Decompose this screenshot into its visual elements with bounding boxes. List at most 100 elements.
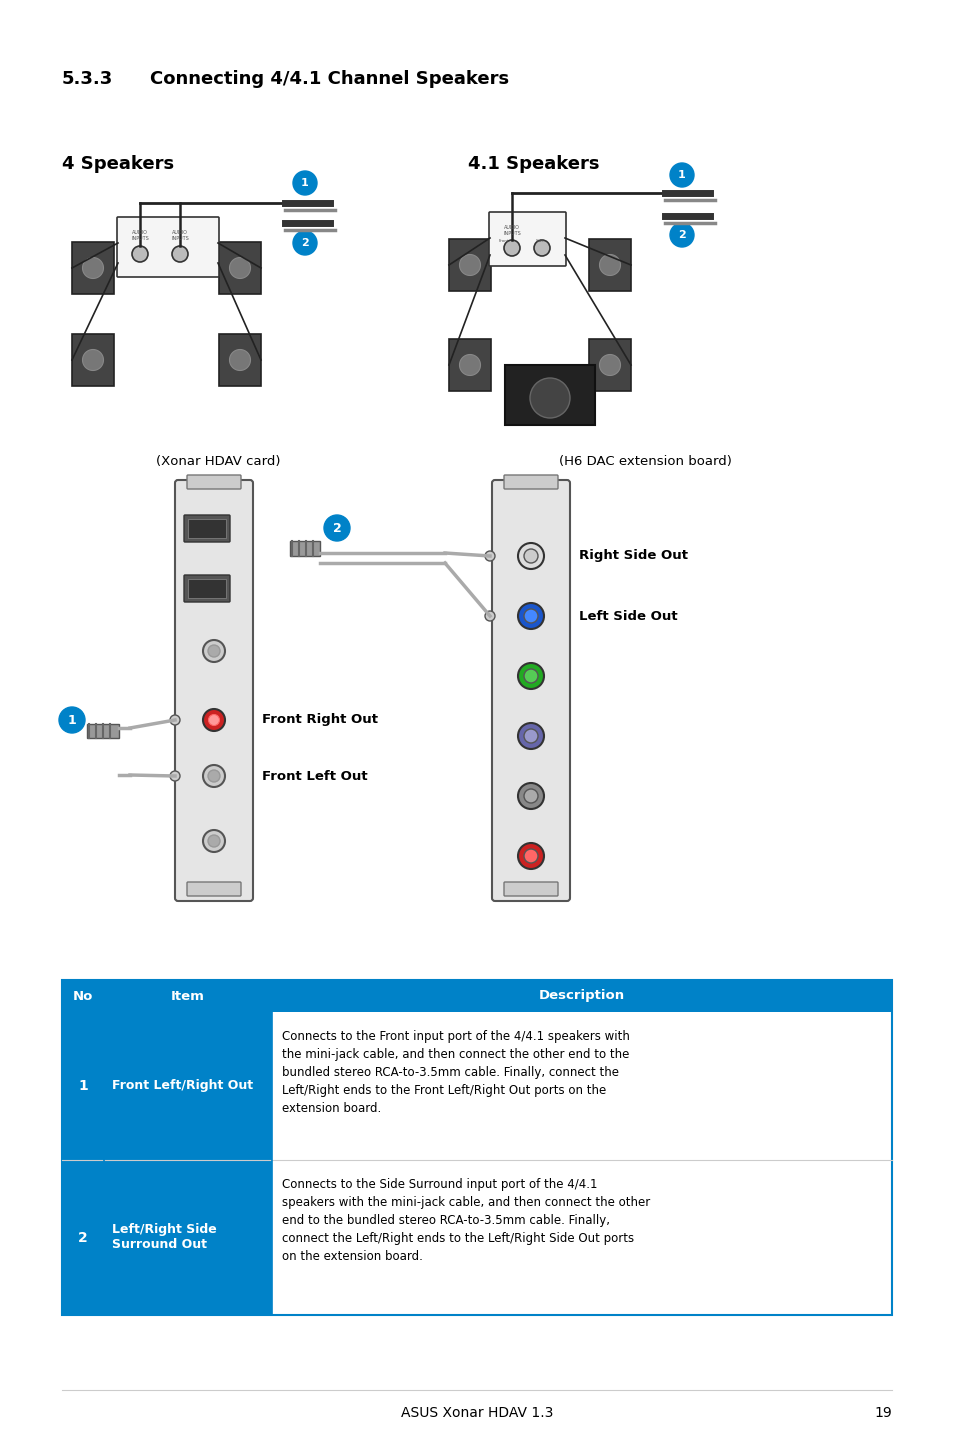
Text: AUDIO
INPUTS: AUDIO INPUTS [502, 224, 520, 236]
FancyBboxPatch shape [187, 475, 241, 489]
Circle shape [669, 223, 693, 247]
Circle shape [517, 843, 543, 869]
Circle shape [293, 171, 316, 196]
Text: 1: 1 [78, 1078, 88, 1093]
FancyBboxPatch shape [503, 881, 558, 896]
Text: Right Side Out: Right Side Out [578, 549, 687, 562]
Text: (Xonar HDAV card): (Xonar HDAV card) [155, 454, 280, 467]
Circle shape [484, 611, 495, 621]
Text: 5.3.3: 5.3.3 [62, 70, 113, 88]
FancyBboxPatch shape [184, 575, 230, 603]
Bar [272, 1012, 891, 1160]
Circle shape [209, 715, 219, 726]
Circle shape [203, 709, 225, 731]
Circle shape [170, 771, 180, 781]
Circle shape [517, 784, 543, 810]
Bar [104, 1012, 272, 1160]
Text: Front Left/Right Out: Front Left/Right Out [112, 1080, 253, 1093]
FancyBboxPatch shape [492, 480, 569, 902]
Bar [188, 519, 226, 538]
Circle shape [172, 246, 188, 262]
Circle shape [523, 610, 537, 623]
Circle shape [208, 646, 220, 657]
Circle shape [230, 349, 251, 371]
Circle shape [484, 551, 495, 561]
Circle shape [517, 663, 543, 689]
Bar [219, 334, 261, 385]
Text: Front Right Out: Front Right Out [262, 713, 377, 726]
Circle shape [208, 769, 220, 782]
Text: 1: 1 [301, 178, 309, 188]
Text: 2: 2 [78, 1231, 88, 1244]
Bar [71, 242, 113, 293]
Bar [188, 580, 226, 598]
Circle shape [523, 669, 537, 683]
Bar [62, 1160, 104, 1314]
Circle shape [598, 255, 619, 276]
Circle shape [293, 232, 316, 255]
Text: Left/Right Side
Surround Out: Left/Right Side Surround Out [112, 1224, 216, 1251]
Circle shape [170, 715, 180, 725]
Bar [588, 339, 630, 391]
Circle shape [598, 355, 619, 375]
Bar [272, 1160, 891, 1314]
Text: 1: 1 [678, 170, 685, 180]
Bar [588, 239, 630, 290]
Bar [87, 723, 119, 738]
Circle shape [669, 162, 693, 187]
Text: Front: Front [498, 239, 509, 243]
Circle shape [523, 848, 537, 863]
Text: 4.1 Speakers: 4.1 Speakers [468, 155, 598, 173]
Circle shape [230, 257, 251, 279]
Text: AUDIO
INPUTS: AUDIO INPUTS [171, 230, 189, 240]
Circle shape [208, 835, 220, 847]
Circle shape [523, 789, 537, 802]
Text: 1: 1 [68, 713, 76, 726]
Circle shape [517, 603, 543, 628]
Bar [62, 981, 891, 1012]
Bar [219, 242, 261, 293]
Circle shape [82, 257, 103, 279]
Circle shape [59, 707, 85, 733]
Text: AUDIO
INPUTS: AUDIO INPUTS [131, 230, 149, 240]
Circle shape [517, 723, 543, 749]
Text: 2: 2 [333, 522, 341, 535]
Circle shape [82, 349, 103, 371]
Circle shape [203, 640, 225, 661]
Text: 2: 2 [678, 230, 685, 240]
Text: (H6 DAC extension board): (H6 DAC extension board) [558, 454, 731, 467]
Text: Connecting 4/4.1 Channel Speakers: Connecting 4/4.1 Channel Speakers [150, 70, 509, 88]
Bar [449, 339, 491, 391]
Circle shape [517, 544, 543, 569]
Circle shape [530, 378, 569, 418]
Circle shape [503, 240, 519, 256]
Circle shape [523, 729, 537, 743]
Text: Front Left Out: Front Left Out [262, 769, 367, 782]
Bar [71, 334, 113, 385]
Text: ASUS Xonar HDAV 1.3: ASUS Xonar HDAV 1.3 [400, 1406, 553, 1419]
Circle shape [459, 255, 480, 276]
Text: Side: Side [535, 239, 544, 243]
Text: No: No [72, 989, 93, 1002]
Text: Connects to the Side Surround input port of the 4/4.1
speakers with the mini-jac: Connects to the Side Surround input port… [282, 1178, 650, 1263]
FancyBboxPatch shape [174, 480, 253, 902]
Bar [104, 1160, 272, 1314]
Bar [62, 1012, 104, 1160]
Circle shape [523, 549, 537, 564]
FancyBboxPatch shape [187, 881, 241, 896]
FancyBboxPatch shape [489, 211, 565, 266]
Bar [62, 981, 891, 1314]
Bar [449, 239, 491, 290]
Text: Description: Description [538, 989, 624, 1002]
FancyBboxPatch shape [117, 217, 219, 278]
Bar [290, 541, 319, 557]
Circle shape [203, 765, 225, 787]
Text: 2: 2 [301, 239, 309, 247]
Circle shape [324, 515, 350, 541]
Text: 19: 19 [873, 1406, 891, 1419]
Text: Left Side Out: Left Side Out [578, 610, 677, 623]
FancyBboxPatch shape [503, 475, 558, 489]
Circle shape [203, 830, 225, 851]
Circle shape [132, 246, 148, 262]
FancyBboxPatch shape [184, 515, 230, 542]
